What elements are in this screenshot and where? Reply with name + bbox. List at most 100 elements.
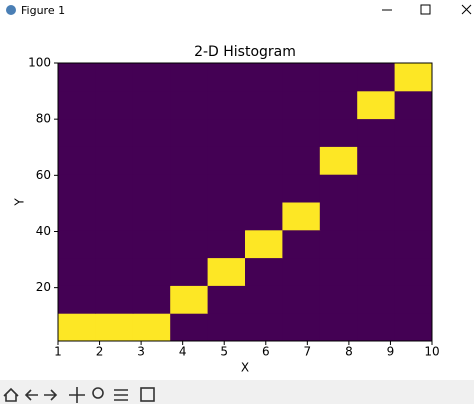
y-axis-label: Y bbox=[13, 198, 27, 207]
forward-button[interactable] bbox=[44, 389, 58, 401]
histogram-cell bbox=[245, 285, 283, 314]
save-button[interactable] bbox=[140, 387, 155, 402]
histogram-cell bbox=[319, 257, 358, 286]
histogram-cell bbox=[58, 146, 96, 175]
histogram-cell bbox=[95, 313, 134, 342]
histogram-cell bbox=[394, 257, 433, 286]
histogram-cell bbox=[132, 229, 171, 259]
histogram-cell bbox=[207, 229, 246, 259]
x-tick-label: 3 bbox=[137, 345, 145, 359]
x-tick-label: 4 bbox=[179, 345, 187, 359]
histogram-cell bbox=[170, 174, 209, 203]
histogram-cell bbox=[132, 118, 171, 147]
histogram-cell bbox=[319, 202, 358, 231]
histogram-cell bbox=[282, 174, 321, 203]
histogram-cell bbox=[170, 90, 209, 120]
histogram-cell bbox=[245, 257, 283, 286]
histogram-cell bbox=[58, 229, 96, 259]
histogram-cell bbox=[394, 146, 433, 175]
configure-button[interactable] bbox=[114, 389, 128, 401]
histogram-cell bbox=[319, 229, 358, 259]
histogram-cell bbox=[95, 63, 134, 92]
histogram-cell bbox=[58, 63, 96, 92]
histogram-cell bbox=[207, 285, 246, 314]
histogram-cell bbox=[319, 313, 358, 342]
histogram-cell bbox=[132, 285, 171, 314]
histogram-cell bbox=[282, 285, 321, 314]
histogram-cell bbox=[357, 313, 396, 342]
histogram-cell bbox=[319, 90, 358, 120]
histogram-cell bbox=[132, 63, 171, 92]
histogram-cell bbox=[394, 285, 433, 314]
histogram-cell bbox=[132, 313, 171, 342]
histogram-cell bbox=[245, 146, 283, 175]
histogram-cell bbox=[132, 257, 171, 286]
y-tick-label: 20 bbox=[36, 280, 51, 294]
home-button[interactable] bbox=[3, 387, 19, 402]
histogram-cell bbox=[282, 146, 321, 175]
histogram-cell bbox=[245, 90, 283, 120]
histogram-cell bbox=[170, 63, 209, 92]
histogram-cell bbox=[207, 257, 246, 286]
histogram-cell bbox=[58, 257, 96, 286]
histogram-cell bbox=[95, 229, 134, 259]
toolbar bbox=[0, 380, 474, 404]
histogram-cell bbox=[394, 202, 433, 231]
histogram-cell bbox=[282, 313, 321, 342]
x-tick-label: 9 bbox=[387, 345, 395, 359]
histogram-cell bbox=[282, 90, 321, 120]
histogram-cell bbox=[357, 63, 396, 92]
pan-button[interactable] bbox=[69, 387, 85, 403]
histogram-cell bbox=[58, 202, 96, 231]
histogram-cell bbox=[394, 174, 433, 203]
x-tick-label: 7 bbox=[304, 345, 312, 359]
histogram-cell bbox=[282, 229, 321, 259]
histogram-cell bbox=[394, 63, 433, 92]
histogram-cell bbox=[282, 63, 321, 92]
x-tick-label: 5 bbox=[220, 345, 228, 359]
histogram-cell bbox=[245, 118, 283, 147]
zoom-button[interactable] bbox=[92, 387, 104, 399]
y-tick-label: 60 bbox=[36, 168, 51, 182]
histogram-cell bbox=[357, 202, 396, 231]
chart-title: 2-D Histogram bbox=[194, 44, 296, 60]
histogram-cell bbox=[170, 285, 209, 314]
histogram-cell bbox=[357, 174, 396, 203]
histogram-cell bbox=[319, 146, 358, 175]
histogram-cell bbox=[207, 313, 246, 342]
histogram-cell bbox=[95, 118, 134, 147]
histogram-cell bbox=[58, 118, 96, 147]
histogram-cell bbox=[319, 63, 358, 92]
histogram-cell bbox=[245, 313, 283, 342]
chart: 2-D Histogram X Y 1 2 3 4 5 6 7 8 9 10 20 40 60 80 100 bbox=[13, 44, 440, 375]
plot-frame bbox=[57, 62, 433, 342]
histogram-cell bbox=[170, 229, 209, 259]
histogram-cell bbox=[357, 118, 396, 147]
histogram-cell bbox=[282, 202, 321, 231]
histogram-cell bbox=[207, 63, 246, 92]
y-tick-label: 40 bbox=[36, 224, 51, 238]
histogram-cell bbox=[170, 146, 209, 175]
histogram-cell bbox=[170, 313, 209, 342]
histogram-cell bbox=[58, 285, 96, 314]
histogram-cell bbox=[207, 90, 246, 120]
x-axis-label: X bbox=[241, 361, 249, 375]
histogram-cell bbox=[95, 285, 134, 314]
histogram-cell bbox=[58, 313, 96, 342]
maximize-button[interactable] bbox=[420, 4, 431, 15]
y-tick-label: 80 bbox=[36, 112, 51, 126]
histogram-cell bbox=[95, 202, 134, 231]
y-tick-label: 100 bbox=[28, 56, 51, 70]
histogram-cell bbox=[357, 257, 396, 286]
histogram-cell bbox=[132, 202, 171, 231]
x-tick-label: 6 bbox=[262, 345, 270, 359]
back-button[interactable] bbox=[24, 389, 38, 401]
histogram-cell bbox=[245, 229, 283, 259]
histogram-cell bbox=[58, 90, 96, 120]
close-button[interactable] bbox=[461, 4, 472, 15]
histogram-cell bbox=[207, 118, 246, 147]
window-title: Figure 1 bbox=[21, 4, 65, 17]
histogram-cell bbox=[207, 146, 246, 175]
